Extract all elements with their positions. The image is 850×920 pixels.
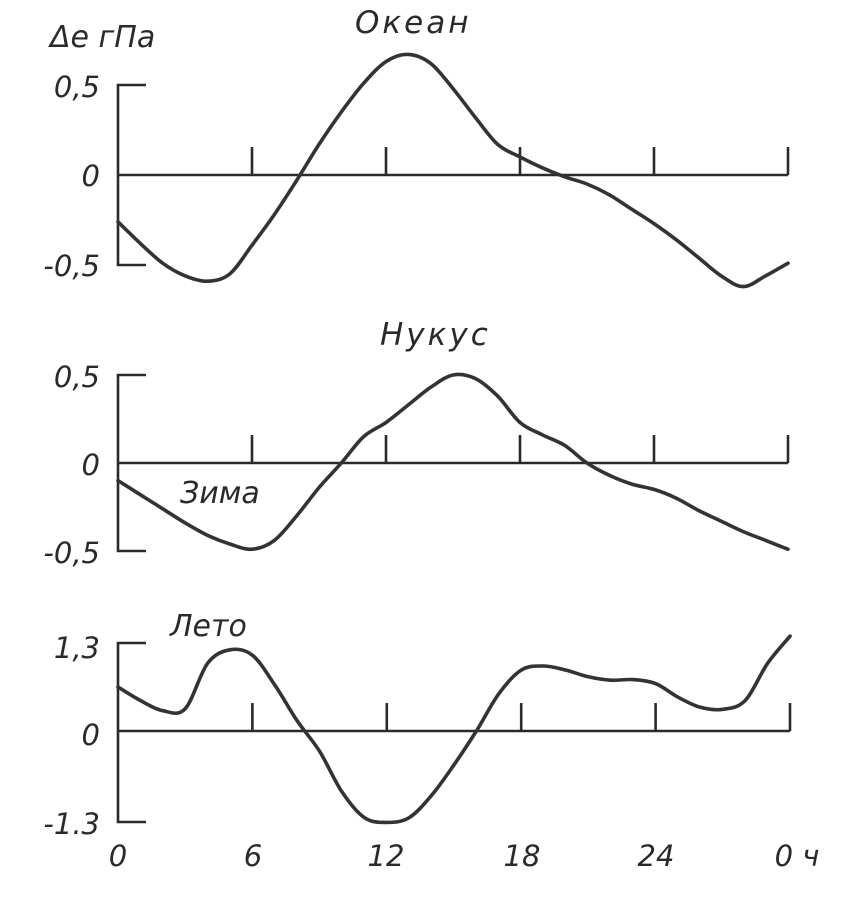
panel-nukus-summer: Лето 1,3 0 -1.3 0 6 12 18 24 0 ч (43, 609, 819, 873)
season-label-winter: Зима (180, 476, 260, 511)
x-tick-label-6: 6 (244, 839, 262, 873)
y-tick-label-top: 1,3 (54, 631, 100, 665)
y-tick-label-top: 0,5 (54, 70, 100, 104)
series-line-panel-2 (116, 634, 792, 825)
panel-title-ocean: Океан (355, 5, 471, 41)
panel-nukus-winter: Нукус Зима 0,5 0 -0,5 (43, 317, 790, 570)
season-label-summer: Лето (169, 609, 247, 644)
y-tick-label-bottom: -1.3 (43, 807, 100, 841)
x-tick-label-12: 12 (368, 839, 405, 873)
x-tick-label-18: 18 (504, 839, 541, 873)
y-tick-label-zero: 0 (82, 448, 100, 482)
x-tick-label-end: 0 ч (775, 839, 820, 873)
y-tick-label-zero: 0 (82, 159, 100, 193)
series-line-panel-0 (116, 52, 790, 289)
series-line-panel-1 (116, 372, 790, 552)
y-tick-label-bottom: -0,5 (43, 536, 100, 570)
panel-ocean: Океан 0,5 0 -0,5 (43, 5, 790, 289)
y-tick-label-bottom: -0,5 (43, 249, 100, 283)
y-axis (116, 641, 146, 824)
y-tick-label-top: 0,5 (54, 360, 100, 394)
y-tick-label-zero: 0 (82, 718, 100, 752)
x-tick-label-24: 24 (638, 839, 675, 873)
panel-title-nukus: Нукус (380, 317, 491, 353)
ylabel-text: Δе гПа (48, 20, 155, 55)
x-tick-label-0: 0 (109, 839, 127, 873)
